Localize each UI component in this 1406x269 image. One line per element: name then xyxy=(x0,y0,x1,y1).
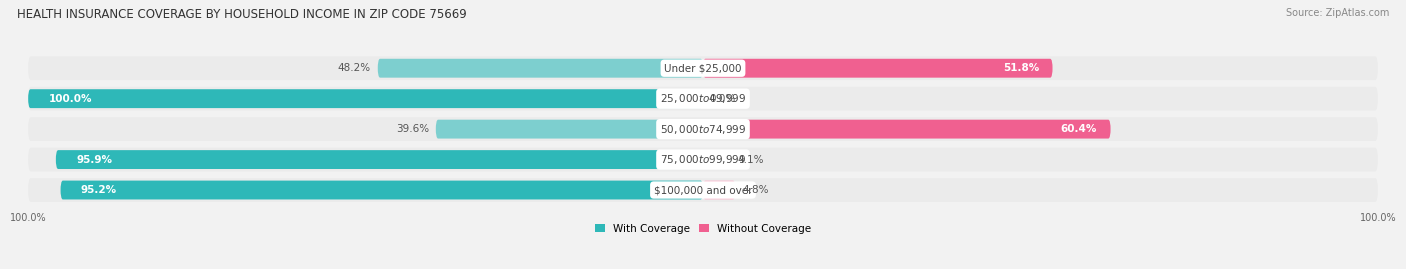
FancyBboxPatch shape xyxy=(703,180,735,200)
FancyBboxPatch shape xyxy=(60,180,703,200)
FancyBboxPatch shape xyxy=(56,150,703,169)
Text: 100.0%: 100.0% xyxy=(48,94,91,104)
Text: 39.6%: 39.6% xyxy=(396,124,429,134)
Text: 4.8%: 4.8% xyxy=(742,185,769,195)
FancyBboxPatch shape xyxy=(28,148,1378,171)
FancyBboxPatch shape xyxy=(28,178,1378,202)
Text: 48.2%: 48.2% xyxy=(337,63,371,73)
FancyBboxPatch shape xyxy=(28,117,1378,141)
Text: Under $25,000: Under $25,000 xyxy=(664,63,742,73)
FancyBboxPatch shape xyxy=(28,56,1378,80)
Text: 4.1%: 4.1% xyxy=(737,155,763,165)
FancyBboxPatch shape xyxy=(436,120,703,139)
Text: $25,000 to $49,999: $25,000 to $49,999 xyxy=(659,92,747,105)
Text: 0.0%: 0.0% xyxy=(710,94,735,104)
Text: 51.8%: 51.8% xyxy=(1002,63,1039,73)
Text: 60.4%: 60.4% xyxy=(1060,124,1097,134)
Text: $100,000 and over: $100,000 and over xyxy=(654,185,752,195)
FancyBboxPatch shape xyxy=(703,120,1111,139)
Text: Source: ZipAtlas.com: Source: ZipAtlas.com xyxy=(1285,8,1389,18)
Text: 95.2%: 95.2% xyxy=(80,185,117,195)
Text: 95.9%: 95.9% xyxy=(76,155,112,165)
FancyBboxPatch shape xyxy=(703,59,1053,78)
FancyBboxPatch shape xyxy=(378,59,703,78)
Text: $75,000 to $99,999: $75,000 to $99,999 xyxy=(659,153,747,166)
FancyBboxPatch shape xyxy=(703,150,731,169)
Text: $50,000 to $74,999: $50,000 to $74,999 xyxy=(659,123,747,136)
Text: HEALTH INSURANCE COVERAGE BY HOUSEHOLD INCOME IN ZIP CODE 75669: HEALTH INSURANCE COVERAGE BY HOUSEHOLD I… xyxy=(17,8,467,21)
FancyBboxPatch shape xyxy=(28,89,703,108)
Legend: With Coverage, Without Coverage: With Coverage, Without Coverage xyxy=(595,224,811,234)
FancyBboxPatch shape xyxy=(28,87,1378,111)
